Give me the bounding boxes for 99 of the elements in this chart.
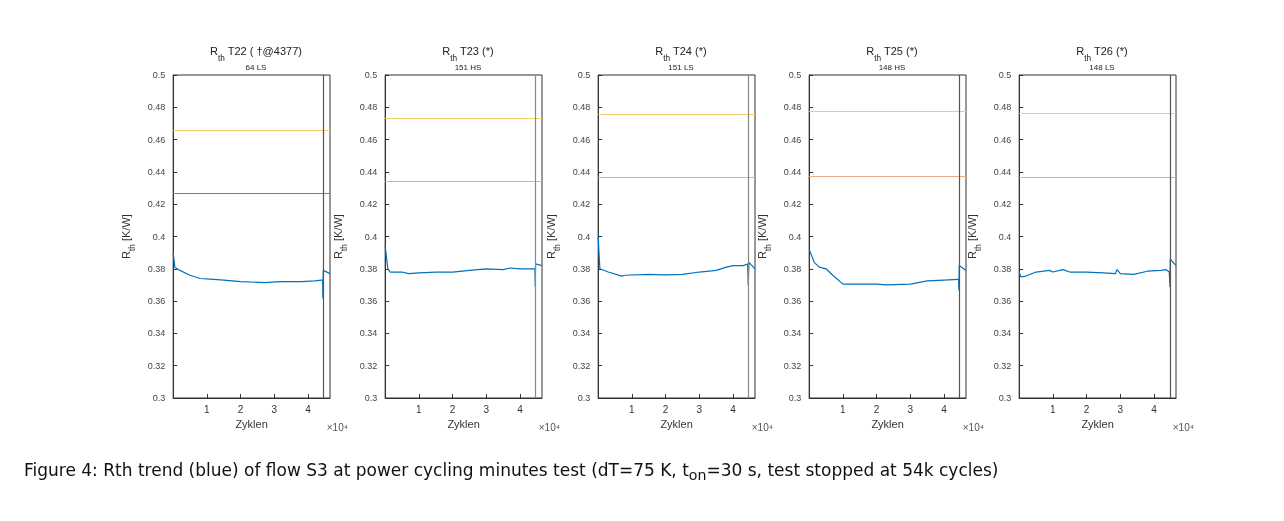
- y-tick-label: 0.38: [993, 263, 1012, 274]
- y-tick-label: 0.34: [359, 328, 378, 339]
- y-tick-label: 0.42: [572, 199, 591, 210]
- y-tick-label: 0.46: [993, 134, 1012, 145]
- y-tick-label: 0.38: [572, 263, 591, 274]
- y-tick-label: 0.4: [364, 231, 378, 242]
- x-tick-label: 2: [449, 403, 456, 415]
- chart-subtitle: 151 HS: [454, 63, 482, 73]
- line-series: [808, 248, 967, 291]
- y-tick-label: 0.38: [783, 263, 802, 274]
- y-tick-label: 0.5: [364, 70, 378, 80]
- x-tick-label: 3: [696, 403, 703, 415]
- y-tick-label: 0.44: [572, 166, 591, 177]
- y-tick-label: 0.4: [998, 231, 1012, 242]
- x-tick-label: 3: [1117, 403, 1124, 415]
- x-tick-label: 2: [1083, 403, 1090, 415]
- y-tick-label: 0.32: [993, 360, 1012, 371]
- y-tick-label: 0.3: [152, 393, 166, 403]
- y-tick-label: 0.36: [783, 296, 802, 307]
- y-tick-label: 0.48: [147, 102, 166, 113]
- chart-subtitle: 148 HS: [878, 63, 906, 73]
- text: ×10⁴: [538, 421, 561, 433]
- y-tick-label: 0.5: [998, 70, 1012, 80]
- x-axis-title: Zyklen: [1081, 418, 1114, 431]
- y-tick-label: 0.46: [147, 134, 166, 145]
- y-tick-label: 0.5: [577, 70, 591, 80]
- line-series: [172, 252, 331, 299]
- y-tick-label: 0.34: [147, 328, 166, 339]
- y-tick-label: 0.38: [359, 263, 378, 274]
- x-tick-label: 4: [1151, 403, 1158, 415]
- y-tick-label: 0.3: [364, 393, 378, 403]
- x-tick-label: 1: [204, 403, 211, 415]
- x-tick-label: 2: [873, 403, 880, 415]
- x-tick-label: 1: [416, 403, 423, 415]
- x-axis-title: Zyklen: [447, 418, 480, 431]
- y-tick-label: 0.3: [577, 393, 591, 403]
- y-tick-label: 0.34: [993, 328, 1012, 339]
- y-tick-label: 0.34: [783, 328, 802, 339]
- y-tick-label: 0.5: [788, 70, 802, 80]
- y-axis-title: Rth [K/W]: [544, 214, 563, 259]
- x-axis-title: Zyklen: [871, 418, 904, 431]
- chart-subtitle: 151 LS: [668, 63, 694, 73]
- y-tick-label: 0.42: [147, 199, 166, 210]
- y-tick-label: 0.36: [572, 296, 591, 307]
- x-axis-title: Zyklen: [235, 418, 268, 431]
- line-series: [1018, 258, 1177, 288]
- caption: Figure 4: Rth trend (blue) of flow S3 at power cycling minutes test (dT=75 K, t$_{on}$=30 s, test stopped at 54k cycles): [24, 460, 999, 484]
- y-axis-title: Rth [K/W]: [119, 214, 138, 259]
- text: ×10⁴: [1172, 421, 1195, 433]
- y-tick-label: 0.38: [147, 263, 166, 274]
- y-axis-title: Rth [K/W]: [331, 214, 350, 259]
- x-tick-label: 4: [517, 403, 524, 415]
- y-tick-label: 0.4: [577, 231, 591, 242]
- chart-subtitle: 64 LS: [245, 63, 267, 73]
- y-tick-label: 0.48: [359, 102, 378, 113]
- y-axis-title: Rth [K/W]: [965, 214, 984, 259]
- x-tick-label: 3: [907, 403, 914, 415]
- x-tick-label: 1: [1050, 403, 1057, 415]
- x-tick-label: 4: [941, 403, 948, 415]
- x-tick-label: 4: [305, 403, 312, 415]
- y-tick-label: 0.46: [783, 134, 802, 145]
- y-tick-label: 0.46: [359, 134, 378, 145]
- y-tick-label: 0.48: [993, 102, 1012, 113]
- y-axis-title: Rth [K/W]: [755, 214, 774, 259]
- y-tick-label: 0.32: [147, 360, 166, 371]
- y-tick-label: 0.42: [359, 199, 378, 210]
- y-tick-label: 0.36: [359, 296, 378, 307]
- y-tick-label: 0.4: [788, 231, 802, 242]
- y-tick-label: 0.5: [152, 70, 166, 80]
- text: ×10⁴: [962, 421, 985, 433]
- x-tick-label: 1: [840, 403, 847, 415]
- y-tick-label: 0.3: [788, 393, 802, 403]
- y-tick-label: 0.32: [359, 360, 378, 371]
- y-tick-label: 0.44: [783, 166, 802, 177]
- y-tick-label: 0.44: [147, 166, 166, 177]
- y-tick-label: 0.44: [359, 166, 378, 177]
- x-axis-title: Zyklen: [660, 418, 693, 431]
- y-tick-label: 0.3: [998, 393, 1012, 403]
- y-tick-label: 0.42: [783, 199, 802, 210]
- y-tick-label: 0.42: [993, 199, 1012, 210]
- x-tick-label: 4: [730, 403, 737, 415]
- x-tick-label: 3: [483, 403, 490, 415]
- chart-subtitle: 148 LS: [1089, 63, 1115, 73]
- text: ×10⁴: [326, 421, 349, 433]
- y-tick-label: 0.48: [572, 102, 591, 113]
- y-tick-label: 0.32: [572, 360, 591, 371]
- y-tick-label: 0.46: [572, 134, 591, 145]
- x-tick-label: 2: [662, 403, 669, 415]
- x-tick-label: 3: [271, 403, 278, 415]
- text: ×10⁴: [751, 421, 774, 433]
- y-tick-label: 0.4: [152, 231, 166, 242]
- y-tick-label: 0.48: [783, 102, 802, 113]
- y-tick-label: 0.44: [993, 166, 1012, 177]
- y-tick-label: 0.32: [783, 360, 802, 371]
- x-tick-label: 1: [629, 403, 636, 415]
- y-tick-label: 0.36: [147, 296, 166, 307]
- x-tick-label: 2: [237, 403, 244, 415]
- y-tick-label: 0.34: [572, 328, 591, 339]
- y-tick-label: 0.36: [993, 296, 1012, 307]
